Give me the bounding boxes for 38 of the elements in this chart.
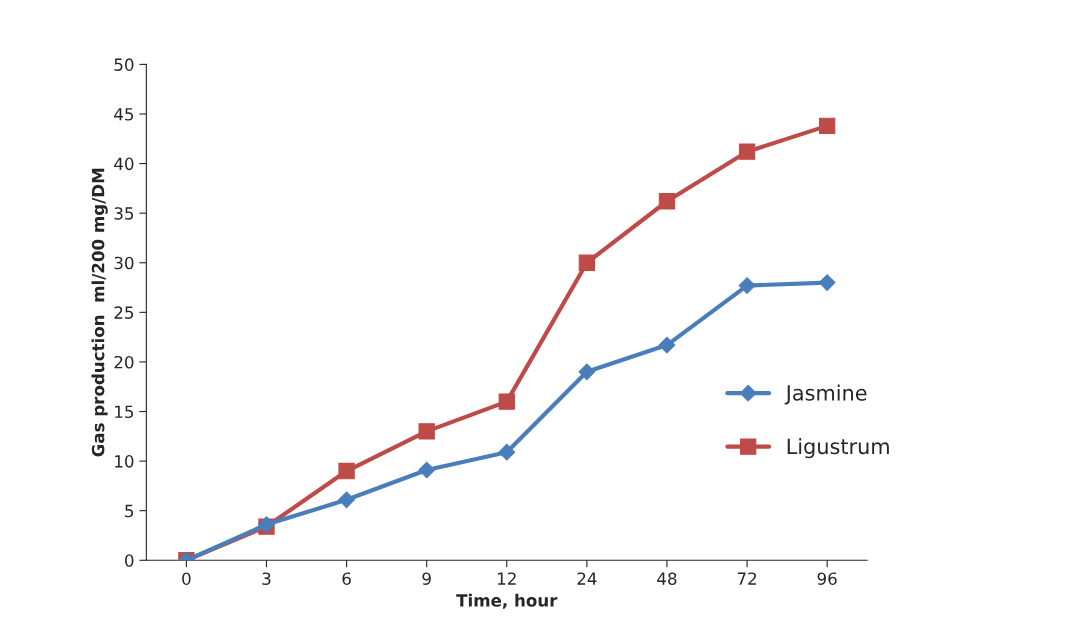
x-tick-label: 9	[422, 572, 431, 585]
x-tick-label: 0	[182, 572, 191, 585]
point	[418, 423, 435, 440]
y-tick-label: 25	[114, 306, 134, 319]
x-tick-label: 48	[657, 572, 677, 585]
y-tick-label: 15	[115, 405, 134, 419]
x-tick-label: 96	[817, 572, 837, 585]
point	[498, 393, 515, 410]
point	[338, 462, 355, 480]
y-tick-label: 0	[125, 554, 134, 567]
y-tick-label: 20	[114, 355, 134, 369]
point	[658, 336, 676, 354]
point	[338, 491, 355, 509]
x-axis-title: Time, hour	[456, 593, 558, 609]
point	[738, 277, 756, 294]
x-tick-label: 12	[498, 572, 516, 585]
point	[418, 461, 436, 479]
point	[498, 443, 516, 461]
point	[818, 117, 836, 135]
x-tick-label: 24	[577, 572, 597, 585]
y-tick-label: 45	[114, 108, 134, 121]
y-tick-label: 50	[114, 58, 134, 71]
point	[578, 254, 596, 271]
x-tick-label: 6	[342, 572, 351, 585]
y-tick-label: 35	[114, 207, 134, 220]
point	[818, 274, 836, 291]
legend-label: Jasmine	[784, 384, 867, 405]
point	[738, 143, 756, 160]
point	[658, 193, 676, 210]
y-tick-label: 30	[114, 256, 134, 270]
y-tick-label: 10	[115, 455, 134, 468]
y-tick-label: 40	[114, 157, 134, 171]
y-axis-title: Gas production ml/200 mg/DM	[91, 168, 108, 457]
legend-label: Ligustrum	[787, 438, 889, 459]
x-tick-label: 72	[737, 572, 756, 585]
y-tick-label: 5	[125, 504, 134, 518]
x-tick-label: 3	[262, 572, 271, 585]
point	[578, 363, 596, 381]
